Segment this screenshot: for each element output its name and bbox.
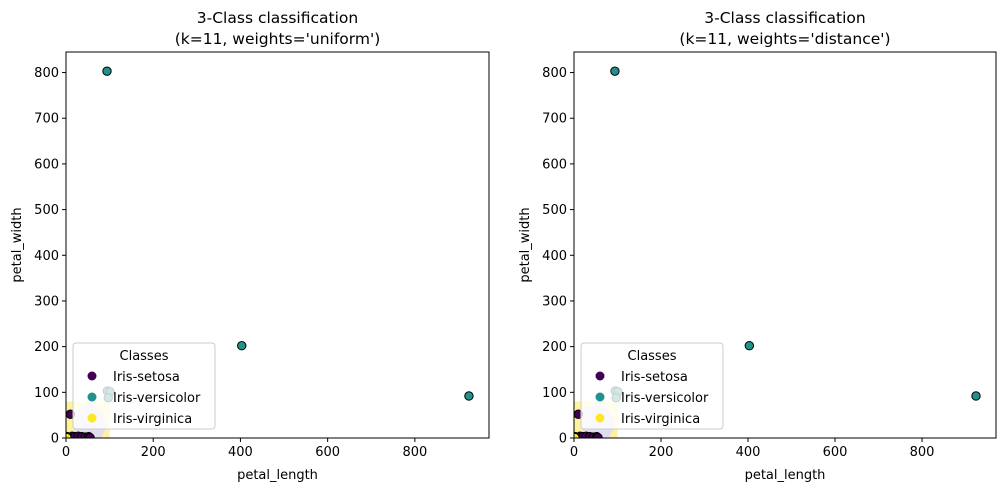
series-iris-virginica — [574, 431, 580, 438]
y-tick-label: 0 — [51, 432, 59, 447]
y-tick-label: 800 — [542, 66, 567, 81]
x-tick-label: 800 — [402, 445, 427, 460]
y-tick-label: 200 — [542, 340, 567, 355]
y-tick-label: 600 — [34, 157, 59, 172]
y-tick-label: 100 — [34, 386, 59, 401]
x-tick-label: 200 — [141, 445, 166, 460]
y-tick-label: 700 — [542, 112, 567, 127]
legend-box — [72, 342, 216, 430]
y-tick-label: 400 — [542, 249, 567, 264]
series-iris-virginica — [66, 431, 72, 438]
y-tick-label: 0 — [559, 432, 567, 447]
chart-2: 0 200 400 600 800 0 100 200 300 400 500 600 700 800 pe… — [518, 9, 997, 483]
legend-marker — [87, 392, 97, 402]
legend-title: Classes — [628, 349, 677, 364]
chart-1: 0 200 400 600 800 0 100 200 300 400 500 600 700 800 pe… — [10, 9, 490, 483]
legend-entry: Iris-setosa — [113, 370, 180, 385]
x-tick-label: 400 — [228, 445, 253, 460]
data-point — [102, 66, 112, 76]
legend: Classes Iris-setosa Iris-versicolor Iris-vi… — [580, 342, 724, 430]
legend-entry: Iris-virginica — [621, 412, 700, 427]
data-point — [464, 391, 474, 401]
chart-title-line: (k=11, weights='distance') — [679, 30, 890, 48]
x-tick-label: 400 — [736, 445, 761, 460]
chart-title-line: 3-Class classification — [704, 9, 865, 27]
y-tick-label: 700 — [34, 112, 59, 127]
legend-box — [580, 342, 724, 430]
y-tick-label: 800 — [34, 66, 59, 81]
x-tick-label: 200 — [649, 445, 674, 460]
x-tick-label: 800 — [910, 445, 935, 460]
x-tick-label: 0 — [570, 445, 578, 460]
y-tick-label: 500 — [34, 203, 59, 218]
y-tick-label: 500 — [542, 203, 567, 218]
data-point — [744, 341, 755, 351]
legend-marker — [87, 371, 97, 381]
y-tick-label: 100 — [542, 386, 567, 401]
data-point — [610, 66, 620, 76]
chart-title-line: 3-Class classification — [197, 9, 358, 27]
y-axis-label: petal_width — [10, 207, 25, 282]
x-tick-label: 600 — [823, 445, 848, 460]
legend-marker — [595, 392, 605, 402]
axes-frame — [65, 51, 490, 439]
x-tick-label: 0 — [62, 445, 70, 460]
x-axis-label: petal_length — [745, 468, 826, 483]
legend: Classes Iris-setosa Iris-versicolor Iris-vi… — [72, 342, 216, 430]
y-axis-label: petal_width — [518, 207, 533, 282]
y-tick-label: 400 — [34, 249, 59, 264]
x-tick-label: 600 — [315, 445, 340, 460]
legend-marker — [595, 413, 605, 423]
axes-frame — [573, 51, 997, 439]
y-tick-label: 300 — [542, 294, 567, 309]
legend-marker — [87, 413, 97, 423]
legend-entry: Iris-virginica — [113, 412, 192, 427]
data-point — [971, 391, 981, 401]
y-tick-label: 300 — [34, 294, 59, 309]
chart-title-line: (k=11, weights='uniform') — [175, 30, 381, 48]
legend-entry: Iris-versicolor — [621, 391, 709, 406]
y-tick-label: 200 — [34, 340, 59, 355]
legend-entry: Iris-setosa — [621, 370, 688, 385]
legend-title: Classes — [120, 349, 169, 364]
data-point — [237, 341, 247, 351]
legend-marker — [595, 371, 605, 381]
y-tick-label: 600 — [542, 157, 567, 172]
x-axis-label: petal_length — [237, 468, 318, 483]
legend-entry: Iris-versicolor — [113, 391, 201, 406]
